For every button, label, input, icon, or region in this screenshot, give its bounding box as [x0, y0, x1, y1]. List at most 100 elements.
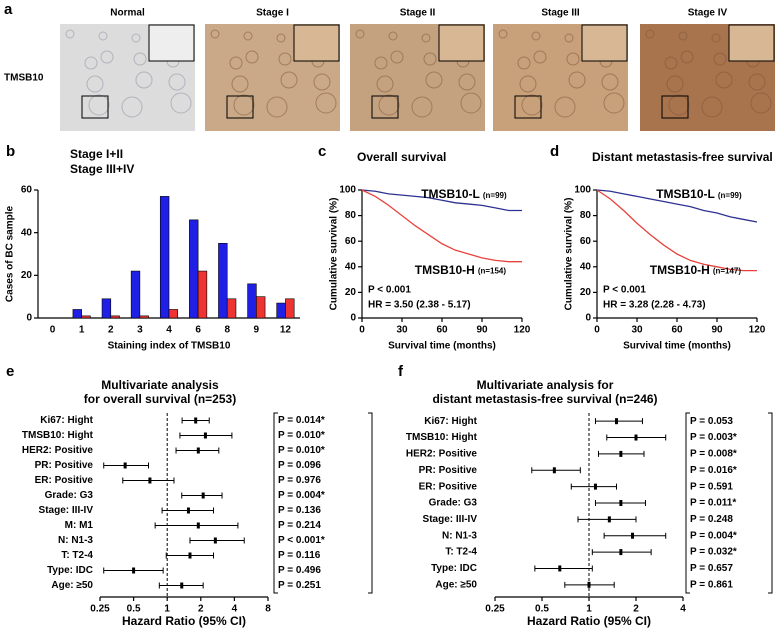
texture: [121, 96, 143, 118]
texture: [517, 56, 531, 70]
texture: [245, 50, 259, 64]
bar: [81, 315, 91, 319]
panel-letter: c: [318, 143, 326, 160]
x-tick-label: 120: [514, 325, 531, 336]
ci-whisker: [577, 516, 637, 523]
inset-box: [728, 24, 775, 62]
p-value: P = 0.014*: [278, 415, 325, 426]
x-axis-label: Survival time (months): [623, 341, 731, 352]
survival-curve: [361, 189, 522, 212]
row-label: HER2: Positive: [406, 449, 478, 460]
p-value: P = 0.004*: [690, 530, 737, 541]
texture: [276, 33, 286, 43]
texture: [566, 52, 580, 66]
p-value: P = 0.591: [690, 481, 733, 492]
texture: [425, 71, 443, 89]
texture: [668, 94, 690, 116]
p-value: P = 0.251: [278, 580, 321, 591]
panel-letter: f: [398, 363, 404, 380]
p-value: P = 0.214: [278, 520, 321, 531]
texture: [645, 29, 655, 39]
x-tick-label: 2: [108, 325, 114, 336]
hr-point: [619, 500, 623, 506]
x-tick-label: 30: [396, 325, 408, 336]
x-axis-label: Staining index of TMSB10: [108, 341, 231, 352]
texture: [421, 33, 431, 43]
texture: [568, 71, 586, 89]
column-label: Stage III: [541, 8, 580, 19]
x-axis-label: Survival time (months): [388, 341, 496, 352]
hr-point: [188, 552, 192, 559]
bar: [189, 219, 199, 319]
p-value: P = 0.016*: [690, 465, 737, 476]
row-label: TMSB10: Hight: [406, 432, 478, 443]
x-tick-label: 0: [359, 325, 365, 336]
panel-letter: a: [4, 1, 13, 18]
annotation: P < 0.001: [368, 285, 411, 296]
x-tick-label: 0.25: [90, 604, 110, 615]
bar: [110, 315, 120, 319]
y-tick-label: 60: [580, 236, 592, 247]
p-value: P = 0.008*: [690, 449, 737, 460]
series-n: (n=147): [713, 267, 742, 276]
annotation: HR = 3.28 (2.28 - 4.73): [603, 300, 706, 311]
y-tick-label: 20: [21, 270, 33, 281]
hr-point: [614, 418, 618, 425]
x-tick-label: 1: [586, 604, 592, 615]
y-tick-label: 80: [580, 210, 592, 221]
bar: [276, 302, 286, 319]
texture: [411, 96, 433, 118]
texture: [666, 75, 684, 93]
texture: [498, 29, 508, 39]
hr-point: [213, 537, 217, 544]
hr-point: [132, 567, 136, 574]
p-value: P = 0.657: [690, 563, 733, 574]
x-tick-label: 1: [79, 325, 85, 336]
y-tick-label: 100: [574, 185, 591, 196]
series-label: TMSB10-H: [415, 263, 475, 277]
texture: [266, 96, 288, 118]
x-tick-label: 60: [671, 325, 683, 336]
texture: [131, 33, 141, 43]
texture: [680, 50, 694, 64]
row-label: T: T2-4: [445, 547, 477, 558]
texture: [603, 92, 625, 114]
series-n: (n=99): [718, 191, 742, 200]
chart-title: Multivariate analysis: [101, 378, 219, 392]
bar: [101, 298, 112, 319]
series-n: (n=99): [483, 191, 507, 200]
ci-whisker: [531, 467, 581, 474]
y-tick-label: 0: [350, 313, 356, 324]
survival-curve: [596, 189, 758, 223]
ci-whisker: [154, 522, 239, 529]
y-tick-label: 0: [585, 313, 591, 324]
row-label: Grade: G3: [429, 498, 478, 509]
annotation: HR = 3.50 (2.38 - 5.17): [368, 300, 471, 311]
y-tick-label: 40: [345, 261, 357, 272]
texture: [100, 50, 114, 64]
row-label: Ki67: Hight: [40, 415, 93, 426]
zoom-box: [226, 95, 254, 119]
series-n: (n=154): [478, 267, 507, 276]
x-tick-label: 4: [232, 604, 238, 615]
y-tick-label: 60: [345, 236, 357, 247]
texture: [531, 31, 541, 41]
hr-point: [201, 492, 205, 499]
texture: [423, 52, 437, 66]
bar: [139, 315, 149, 319]
hr-point: [180, 582, 184, 589]
x-tick-label: 90: [476, 325, 488, 336]
hr-point: [186, 507, 190, 514]
bar: [218, 243, 228, 319]
x-tick-label: 0.25: [485, 604, 505, 615]
column-label: Normal: [110, 8, 145, 19]
survival-curve: [361, 189, 522, 263]
row-label: N: N1-3: [442, 530, 477, 541]
p-value: P = 0.976: [278, 475, 321, 486]
y-tick-label: 40: [580, 261, 592, 272]
texture: [210, 29, 220, 39]
x-tick-label: 6: [195, 325, 201, 336]
y-axis-label: Cumulative survival (%): [329, 198, 340, 311]
p-value: P = 0.248: [690, 514, 733, 525]
